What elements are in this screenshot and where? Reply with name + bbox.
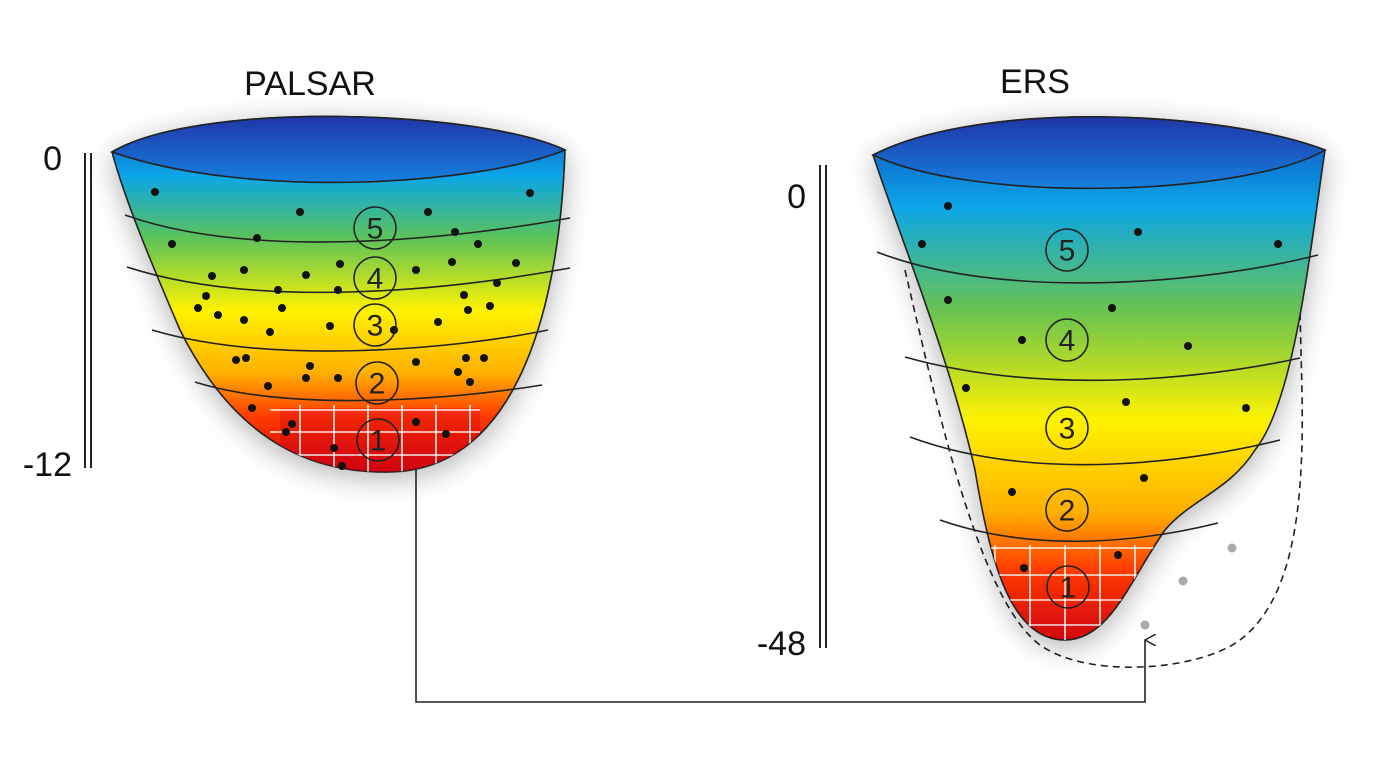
layer-number: 5 xyxy=(367,213,384,246)
dot xyxy=(253,234,261,242)
dot xyxy=(1018,336,1026,344)
layer-ring xyxy=(353,206,397,250)
layer-number: 1 xyxy=(370,425,387,458)
dot xyxy=(412,266,420,274)
layer-number: 2 xyxy=(369,368,386,401)
dot xyxy=(493,279,501,287)
dot xyxy=(448,258,456,266)
dot xyxy=(412,418,420,426)
layer-ring xyxy=(1045,318,1089,362)
dot xyxy=(512,259,520,267)
dot xyxy=(412,358,420,366)
dot xyxy=(248,404,256,412)
layer-ring xyxy=(1045,406,1089,450)
dot xyxy=(474,240,482,248)
dot xyxy=(242,354,250,362)
layer-ring xyxy=(1045,228,1089,272)
dot xyxy=(1122,398,1130,406)
layer-number: 1 xyxy=(1060,572,1077,605)
dot xyxy=(336,260,344,268)
layer-ring xyxy=(356,418,400,462)
dot xyxy=(460,291,468,299)
dot xyxy=(454,368,462,376)
dots xyxy=(918,202,1282,630)
scale-bars xyxy=(84,153,827,648)
dot xyxy=(240,316,248,324)
dot xyxy=(194,304,202,312)
dot xyxy=(480,354,488,362)
dot xyxy=(288,420,296,428)
dot xyxy=(1184,342,1192,350)
dot xyxy=(1134,228,1142,236)
scale-bottom: -48 xyxy=(757,625,806,663)
dot xyxy=(264,382,272,390)
layer-number: 3 xyxy=(367,310,384,343)
layer-ring xyxy=(355,361,399,405)
layer-number: 2 xyxy=(1059,495,1076,528)
dot xyxy=(424,208,432,216)
ghost-dot xyxy=(1140,620,1150,630)
dot xyxy=(918,240,926,248)
dot xyxy=(302,271,310,279)
ghost-dot xyxy=(1178,576,1188,586)
dot xyxy=(1274,240,1282,248)
dot xyxy=(462,354,470,362)
layer-ring xyxy=(1045,488,1089,532)
dot xyxy=(214,311,222,319)
layer-ring xyxy=(1046,565,1090,609)
dot xyxy=(944,202,952,210)
dot xyxy=(338,462,346,470)
dot xyxy=(451,228,459,236)
dot xyxy=(1242,404,1250,412)
ghost-dot xyxy=(1227,543,1237,553)
dots xyxy=(151,188,534,470)
layer-number: 3 xyxy=(1059,413,1076,446)
dot xyxy=(1108,304,1116,312)
dot xyxy=(326,322,334,330)
dot xyxy=(208,272,216,280)
dot xyxy=(334,286,342,294)
dot xyxy=(232,356,240,364)
dot xyxy=(1114,551,1122,559)
dot xyxy=(944,296,952,304)
dot xyxy=(330,444,338,452)
layer-number: 4 xyxy=(367,263,384,296)
panel-title: PALSAR xyxy=(244,65,376,103)
connector-arrow xyxy=(415,470,1145,703)
dot xyxy=(464,306,472,314)
dot xyxy=(1020,564,1028,572)
dot xyxy=(434,318,442,326)
layer-number: 4 xyxy=(1059,325,1076,358)
dot xyxy=(1008,488,1016,496)
palsar-funnel xyxy=(110,115,571,473)
dot xyxy=(168,240,176,248)
ers-funnel xyxy=(871,116,1327,668)
layer-ring xyxy=(353,303,397,347)
dot xyxy=(306,362,314,370)
scale-top: 0 xyxy=(43,140,62,178)
dot xyxy=(466,378,474,386)
dot xyxy=(202,292,210,300)
dot xyxy=(240,266,248,274)
dot xyxy=(278,304,286,312)
dot xyxy=(282,428,290,436)
dot xyxy=(151,188,159,196)
dot xyxy=(334,374,342,382)
scale-bottom: -12 xyxy=(23,446,72,484)
scale-top: 0 xyxy=(787,178,806,216)
dot xyxy=(296,208,304,216)
dot xyxy=(302,374,310,382)
dot xyxy=(526,189,534,197)
layer-ring xyxy=(353,256,397,300)
dot xyxy=(442,430,450,438)
dot xyxy=(266,328,274,336)
panel-title: ERS xyxy=(1000,63,1070,101)
dot xyxy=(1140,474,1148,482)
layer-number: 5 xyxy=(1059,235,1076,268)
dot xyxy=(486,302,494,310)
dot xyxy=(274,286,282,294)
dot xyxy=(962,384,970,392)
